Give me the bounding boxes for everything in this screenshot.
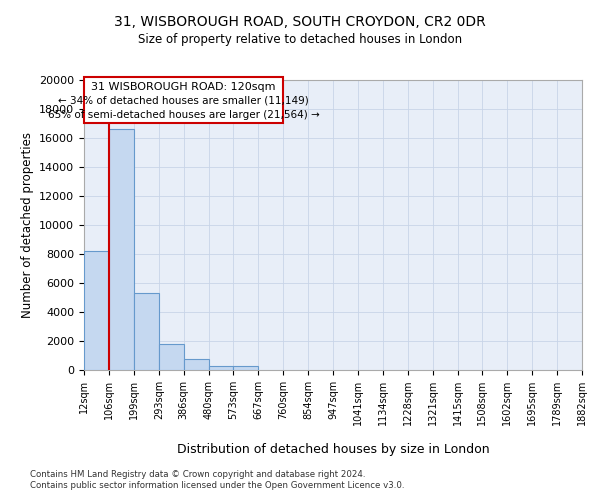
Bar xyxy=(84,251,109,370)
Bar xyxy=(134,293,159,370)
Text: 31, WISBOROUGH ROAD, SOUTH CROYDON, CR2 0DR: 31, WISBOROUGH ROAD, SOUTH CROYDON, CR2 … xyxy=(114,15,486,29)
Text: Distribution of detached houses by size in London: Distribution of detached houses by size … xyxy=(176,442,490,456)
Text: Contains HM Land Registry data © Crown copyright and database right 2024.: Contains HM Land Registry data © Crown c… xyxy=(30,470,365,479)
Bar xyxy=(159,344,184,370)
Bar xyxy=(233,366,259,370)
Text: 31 WISBOROUGH ROAD: 120sqm: 31 WISBOROUGH ROAD: 120sqm xyxy=(91,82,276,92)
Bar xyxy=(184,359,209,370)
Bar xyxy=(109,130,134,370)
Text: 65% of semi-detached houses are larger (21,564) →: 65% of semi-detached houses are larger (… xyxy=(48,110,319,120)
Bar xyxy=(209,366,233,370)
Text: ← 34% of detached houses are smaller (11,149): ← 34% of detached houses are smaller (11… xyxy=(58,96,309,106)
Text: Contains public sector information licensed under the Open Government Licence v3: Contains public sector information licen… xyxy=(30,481,404,490)
FancyBboxPatch shape xyxy=(84,77,283,123)
Y-axis label: Number of detached properties: Number of detached properties xyxy=(20,132,34,318)
Text: Size of property relative to detached houses in London: Size of property relative to detached ho… xyxy=(138,32,462,46)
